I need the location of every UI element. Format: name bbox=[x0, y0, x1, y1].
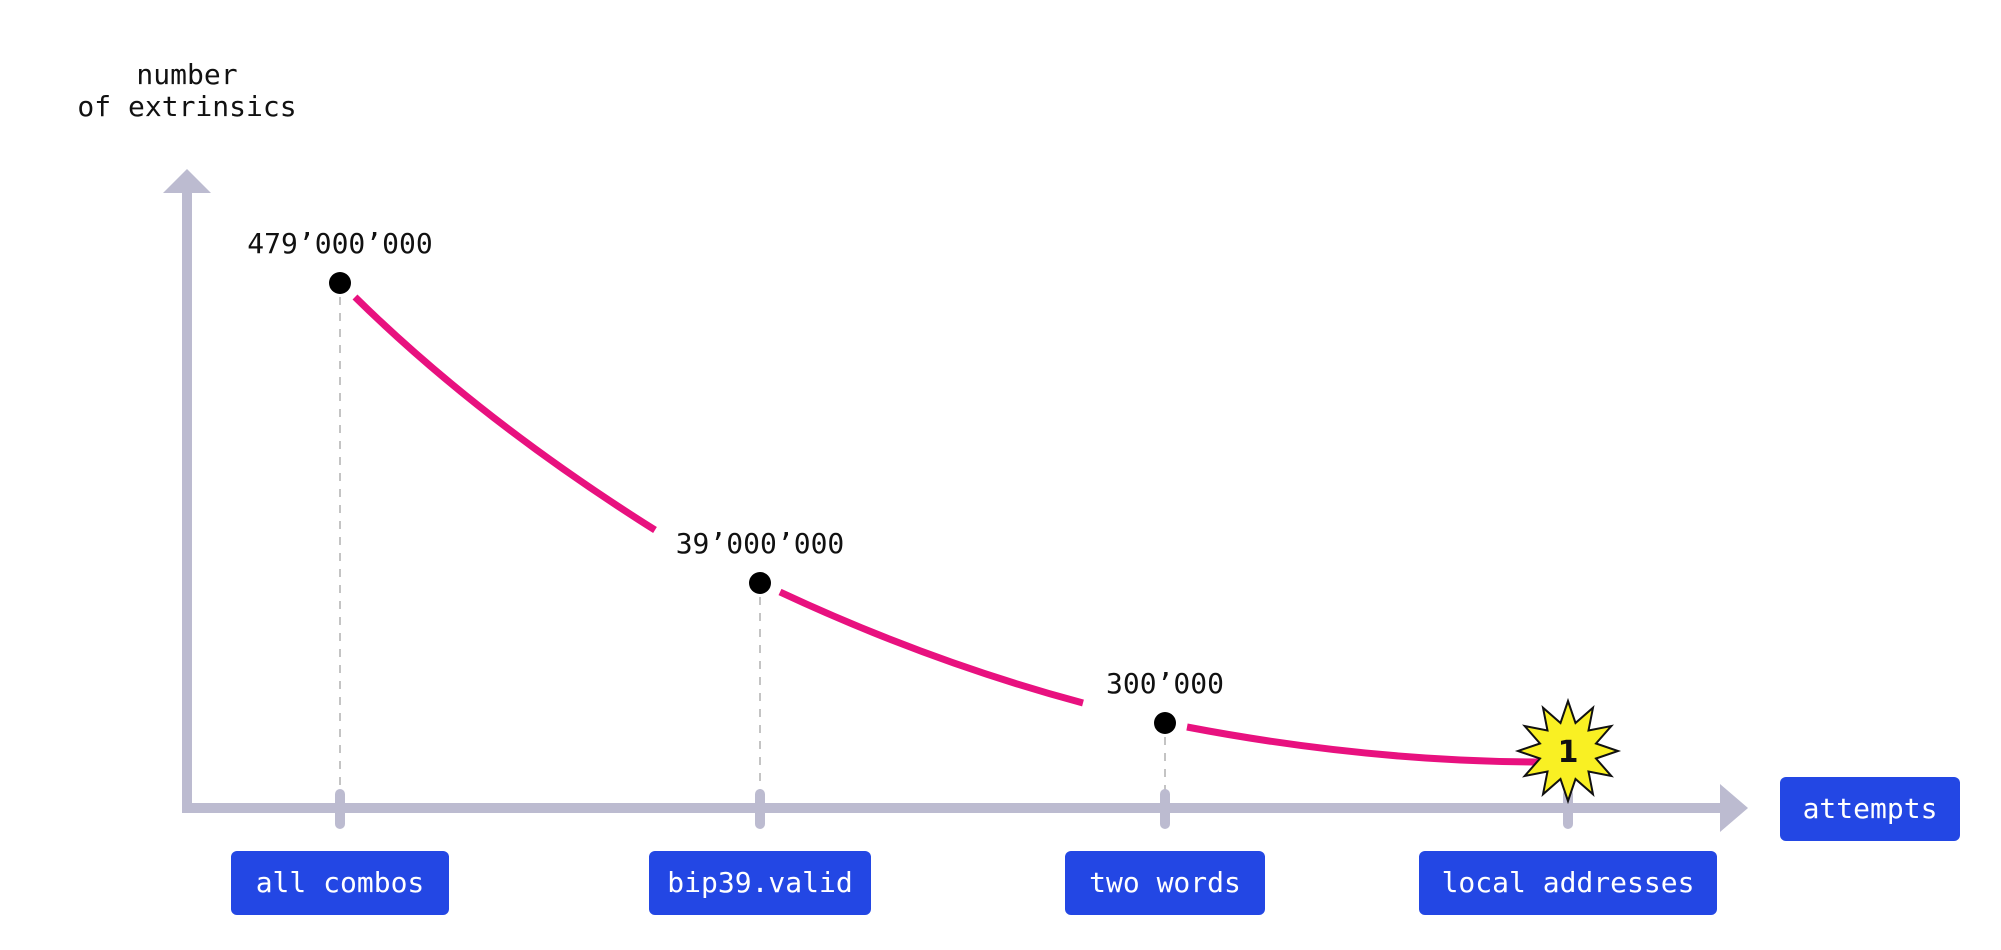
curve-segment bbox=[1186, 723, 1546, 766]
starburst-marker bbox=[1514, 697, 1622, 805]
data-points: 479’000’000 39’000’000 300’000 1 bbox=[247, 227, 1622, 805]
point-value-label: 479’000’000 bbox=[247, 227, 432, 260]
curve-segment bbox=[352, 294, 657, 533]
category-label: two words bbox=[1089, 866, 1241, 899]
category-pill-background bbox=[1065, 851, 1265, 915]
y-axis-title: number of extrinsics bbox=[77, 58, 296, 123]
point-value-label: 1 bbox=[1558, 735, 1579, 770]
category-label: bip39.valid bbox=[667, 866, 852, 899]
y-axis-arrow bbox=[163, 169, 211, 193]
category-pill: two words bbox=[1065, 851, 1265, 915]
x-axis-title: attempts bbox=[1803, 792, 1938, 825]
category-label: all combos bbox=[256, 866, 425, 899]
x-ticks bbox=[335, 789, 1573, 829]
x-axis-title-background bbox=[1780, 777, 1960, 841]
category-pill: all combos bbox=[231, 851, 449, 915]
category-pill-background bbox=[1419, 851, 1717, 915]
data-point bbox=[749, 572, 771, 594]
y-axis-title-line-2: of extrinsics bbox=[77, 90, 296, 123]
category-pill: local addresses bbox=[1419, 851, 1717, 915]
category-labels: all combos bip39.valid two words local addr… bbox=[231, 851, 1717, 915]
curve-segments bbox=[352, 294, 1546, 766]
category-pill: bip39.valid bbox=[649, 851, 871, 915]
category-pill-background bbox=[649, 851, 871, 915]
data-point bbox=[1154, 712, 1176, 734]
y-axis-title-line-1: number bbox=[136, 58, 237, 91]
x-axis-title-pill: attempts bbox=[1780, 777, 1960, 841]
x-axis-arrow bbox=[1720, 784, 1748, 832]
axes bbox=[163, 169, 1748, 832]
curve-segment bbox=[778, 588, 1084, 707]
category-pill-background bbox=[231, 851, 449, 915]
data-point bbox=[329, 272, 351, 294]
point-value-label: 39’000’000 bbox=[676, 527, 845, 560]
point-value-label: 300’000 bbox=[1106, 667, 1224, 700]
category-label: local addresses bbox=[1442, 866, 1695, 899]
